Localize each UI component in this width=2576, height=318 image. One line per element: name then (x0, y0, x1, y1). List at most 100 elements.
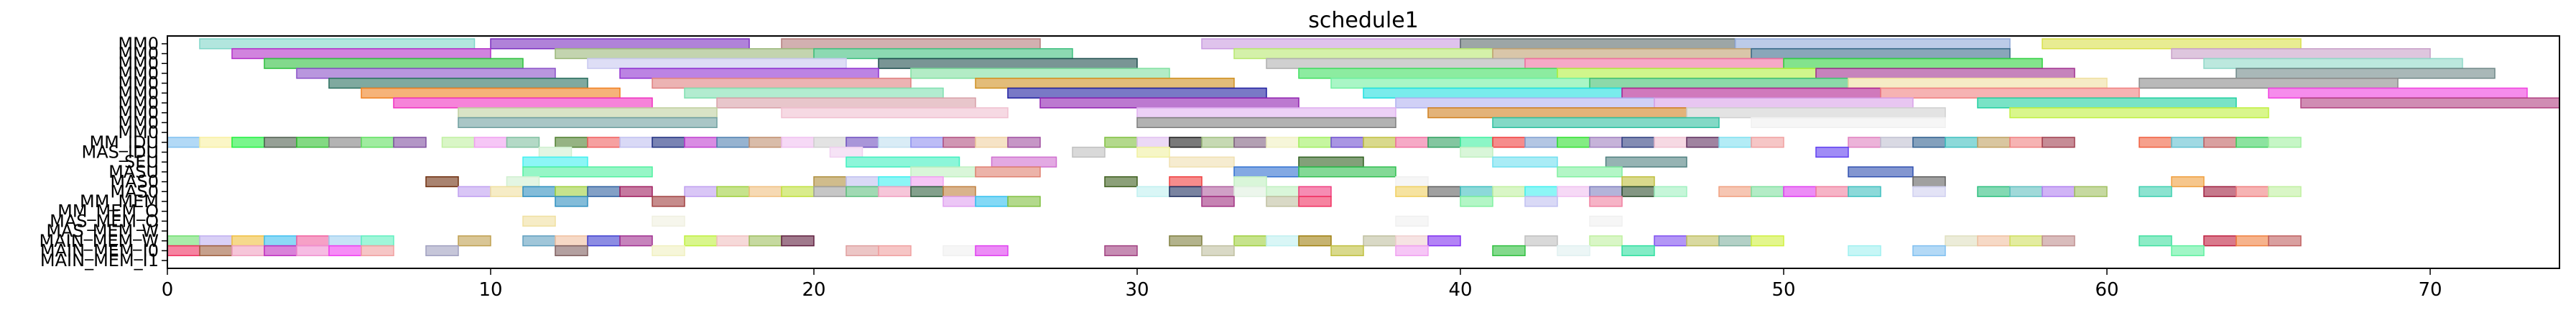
row-label-20: MAIN_MEM_W (40, 231, 159, 251)
task-bar-238 (1751, 235, 1784, 247)
task-bar-216 (361, 235, 394, 247)
task-bar-235 (1654, 235, 1687, 247)
row-label-7: MM0 (118, 103, 159, 123)
task-bar-108 (1912, 137, 1946, 148)
task-bar-85 (1104, 137, 1138, 148)
task-bar-205 (1589, 196, 1623, 207)
row-labels: MM0MM0MM0MM0MM0MM0MM0MM0MM0MM0MM_IDUMAS_… (40, 34, 167, 271)
task-bar-37 (1007, 87, 1267, 99)
task-bar-180 (1654, 186, 1687, 197)
task-bar-251 (296, 245, 330, 257)
task-bar-84 (1007, 137, 1041, 148)
task-bar-118 (538, 146, 573, 158)
task-bar-100 (1589, 137, 1623, 148)
task-bar-127 (1169, 156, 1235, 168)
task-bar-141 (845, 176, 879, 188)
task-bar-16 (878, 58, 1138, 69)
task-bar-131 (522, 166, 653, 178)
task-bar-8 (555, 47, 815, 60)
task-bar-96 (1460, 137, 1493, 148)
task-bar-256 (652, 245, 685, 257)
chart-title: schedule1 (1308, 8, 1419, 33)
task-bar-172 (1395, 186, 1429, 197)
task-bar-150 (2171, 176, 2205, 188)
task-bar-270 (2171, 245, 2205, 257)
task-bar-130 (1605, 156, 1687, 168)
task-bar-57 (1492, 117, 1720, 129)
row-label-4: MM0 (118, 73, 159, 94)
x-tick-label-7: 70 (2418, 279, 2442, 301)
task-bar-126 (991, 156, 1057, 168)
task-bar-226 (1169, 235, 1203, 247)
task-bar-260 (975, 245, 1009, 257)
task-bar-239 (1945, 235, 1978, 247)
task-bar-78 (813, 137, 847, 148)
task-bar-43 (716, 97, 976, 109)
task-bar-33 (1848, 78, 2108, 89)
task-bar-3 (1201, 38, 1461, 50)
task-bar-190 (2074, 186, 2108, 197)
task-bar-139 (506, 176, 540, 188)
task-bar-247 (167, 245, 200, 257)
task-bar-98 (1524, 137, 1558, 148)
task-bar-209 (1589, 215, 1623, 227)
task-bar-135 (1298, 166, 1396, 178)
task-bar-200 (1201, 196, 1235, 207)
task-bar-214 (296, 235, 330, 247)
task-bar-211 (199, 235, 233, 247)
task-bar-34 (2139, 78, 2399, 89)
task-bar-184 (1815, 186, 1849, 197)
task-bar-111 (2009, 137, 2043, 148)
task-bar-207 (652, 215, 685, 227)
task-bar-253 (361, 245, 394, 257)
task-bar-115 (2203, 137, 2237, 148)
task-bar-59 (167, 137, 200, 148)
task-bar-116 (2236, 137, 2269, 148)
task-bar-50 (781, 107, 1009, 119)
x-tick-label-4: 40 (1448, 279, 1472, 301)
task-bar-41 (2268, 87, 2528, 99)
row-label-9: MM0 (118, 122, 159, 142)
task-bar-159 (749, 186, 782, 197)
task-bar-178 (1589, 186, 1623, 197)
task-bar-62 (264, 137, 297, 148)
task-bar-44 (1039, 97, 1299, 109)
task-bar-146 (1233, 176, 1267, 188)
task-bar-241 (2009, 235, 2043, 247)
task-bar-114 (2171, 137, 2205, 148)
task-bar-86 (1136, 137, 1170, 148)
task-bar-265 (1492, 245, 1526, 257)
task-bar-170 (1266, 186, 1299, 197)
task-bar-255 (555, 245, 588, 257)
task-bar-104 (1718, 137, 1752, 148)
x-tick-label-6: 60 (2095, 279, 2118, 301)
task-bar-219 (555, 235, 588, 247)
task-bar-231 (1395, 235, 1429, 247)
task-bar-250 (264, 245, 297, 257)
task-bar-189 (2042, 186, 2075, 197)
task-bar-77 (781, 137, 815, 148)
task-bar-28 (328, 78, 588, 89)
task-bar-124 (522, 156, 588, 168)
task-bar-228 (1266, 235, 1299, 247)
task-bar-242 (2042, 235, 2075, 247)
task-bar-112 (2042, 137, 2075, 148)
task-bar-63 (296, 137, 330, 148)
task-bar-243 (2139, 235, 2172, 247)
task-bar-229 (1298, 235, 1332, 247)
task-bar-191 (2139, 186, 2172, 197)
task-bar-65 (361, 137, 394, 148)
task-bar-188 (2009, 186, 2043, 197)
task-bar-137 (1848, 166, 1914, 178)
task-bar-32 (1589, 78, 1849, 89)
task-bar-40 (1880, 87, 2140, 99)
task-bar-169 (1233, 186, 1267, 197)
task-bar-213 (264, 235, 297, 247)
task-bar-174 (1460, 186, 1493, 197)
task-bar-149 (1912, 176, 1946, 188)
task-bar-10 (1233, 47, 1493, 60)
task-bar-263 (1330, 245, 1364, 257)
task-bar-122 (1460, 146, 1493, 158)
task-bar-225 (781, 235, 815, 247)
task-bar-233 (1524, 235, 1558, 247)
